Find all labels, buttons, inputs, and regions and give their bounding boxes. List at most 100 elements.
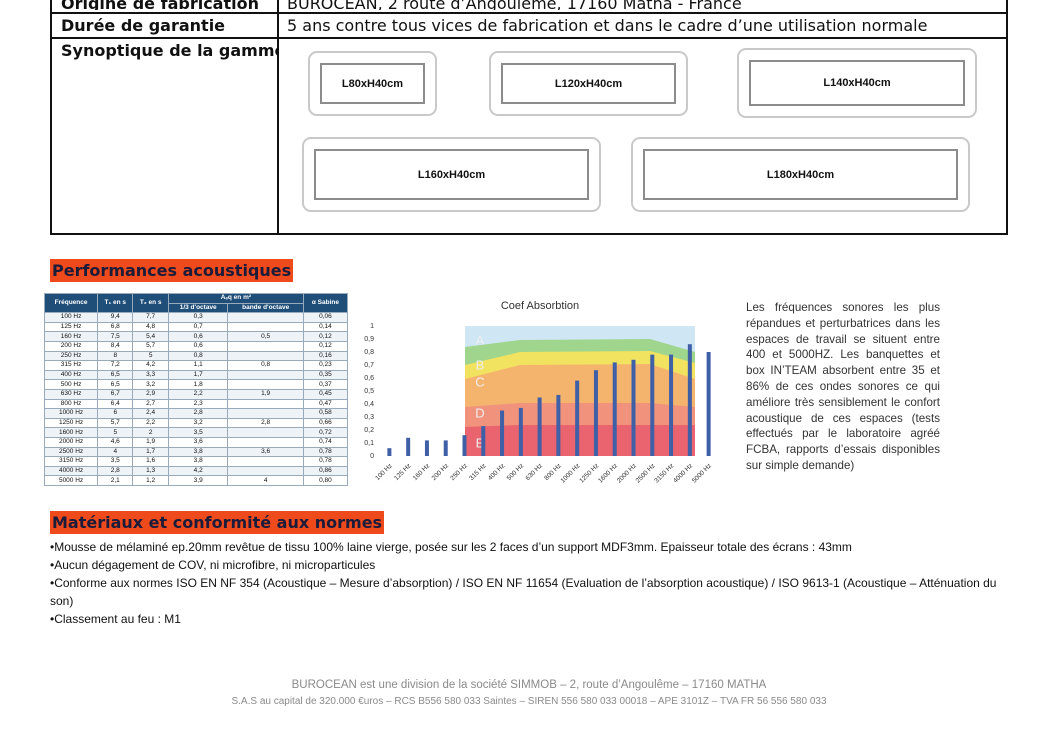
table-cell: 0,78 [302, 446, 349, 458]
model-label: L120xH40cm [501, 63, 676, 104]
table-cell: 0,74 [302, 436, 349, 448]
table-cell [227, 312, 304, 323]
table-row: 400 Hz 6,5 3,3 1,7 0,35 [43, 369, 349, 381]
chart: Coef Absorbtion ABC DE 0 0,1 0,2 0,3 0,4 0,5 0,6… [364, 300, 713, 485]
table-cell: 6,5 [97, 379, 134, 390]
table-cell: 5,4 [132, 331, 169, 342]
table-cell [227, 436, 304, 448]
bar [518, 407, 523, 456]
table-row: 160 Hz 7,5 5,4 0,6 0,5 0,12 [43, 331, 349, 342]
table-cell: 2,7 [132, 398, 169, 410]
x-tick-label: 500 Hz [506, 462, 526, 482]
bar [631, 359, 636, 456]
y-tick-label: 0,5 [364, 388, 374, 395]
table-cell: 0,23 [302, 360, 349, 371]
table-cell: 7,7 [132, 312, 169, 323]
table-row: 315 Hz 7,2 4,2 1,1 0,8 0,23 [43, 360, 349, 371]
table-cell: 0,80 [302, 475, 349, 486]
table-cell: 3150 Hz [43, 456, 99, 467]
model-label: L140xH40cm [749, 60, 965, 106]
table-cell: 3,8 [167, 456, 229, 467]
x-tick-label: 2500 Hz [635, 462, 657, 484]
table-row: 250 Hz 8 5 0,8 0,16 [43, 350, 349, 362]
table-cell: 400 Hz [43, 369, 99, 381]
table-cell: Durée de garantie [50, 12, 279, 39]
bar [481, 426, 486, 456]
model-label: L80xH40cm [320, 63, 425, 104]
table-cell: 4000 Hz [43, 465, 99, 477]
table-cell [227, 465, 304, 477]
table-cell: 125 Hz [43, 321, 99, 333]
model-box: L120xH40cm [489, 51, 688, 116]
x-tick-label: 1000 Hz [560, 462, 582, 484]
table-cell: 0,35 [302, 369, 349, 381]
table-row: 1250 Hz 5,7 2,2 3,2 2,8 0,66 [43, 417, 349, 429]
table-cell: 4,2 [132, 360, 169, 371]
x-tick-label: 3150 Hz [653, 462, 675, 484]
y-tick-label: 0,2 [364, 427, 374, 434]
table-cell [227, 379, 304, 390]
section-heading: Matériaux et conformité aux normes [50, 511, 385, 534]
table-cell [227, 456, 304, 467]
bar [706, 352, 711, 456]
bar [537, 397, 542, 456]
list-item: Conforme aux normes ISO EN NF 354 (Acous… [50, 574, 1000, 610]
table-cell: 3,2 [132, 379, 169, 390]
x-tick-label: 2000 Hz [616, 462, 638, 484]
table-cell: 0,66 [302, 417, 349, 429]
table-cell: 1000 Hz [43, 408, 99, 419]
table-cell: 0,8 [167, 350, 229, 362]
table-cell [227, 340, 304, 352]
table-cell: 0,5 [227, 331, 304, 342]
table-cell: Synoptique de la gamme [50, 37, 279, 235]
table-cell [227, 408, 304, 419]
y-tick-label: 0,9 [364, 336, 374, 343]
table-cell: 3,2 [167, 417, 229, 429]
bar [687, 344, 692, 456]
table-row: 1600 Hz 5 2 3,5 0,72 [43, 427, 349, 438]
table-cell: 4 [97, 446, 134, 458]
table-row: 5000 Hz 2,1 1,2 3,9 4 0,80 [43, 475, 349, 486]
x-tick-label: 400 Hz [487, 462, 507, 482]
row-label: Durée de garantie [61, 16, 226, 35]
table-cell: 0,78 [302, 456, 349, 467]
table-cell: 500 Hz [43, 379, 99, 390]
column-header: T₁ en s [97, 292, 134, 314]
table-cell: 3,5 [97, 456, 134, 467]
footer-line: BUROCEAN est une division de la société … [291, 679, 767, 691]
table-cell: 1,9 [132, 436, 169, 448]
table-cell: 7,5 [97, 331, 134, 342]
table-cell: 1,2 [132, 475, 169, 486]
description: Les fréquences sonores les plus répandue… [746, 301, 940, 472]
table-cell: 6 [97, 408, 134, 419]
table-cell: 6,7 [97, 388, 134, 400]
table-cell: 5 [132, 350, 169, 362]
y-tick-label: 0 [370, 453, 374, 460]
table-cell: 1600 Hz [43, 427, 99, 438]
bar [650, 354, 655, 456]
table-cell: 0,6 [167, 340, 229, 352]
model-label: L160xH40cm [314, 149, 589, 200]
table-cell: 6,4 [97, 398, 134, 410]
x-tick-label: 250 Hz [449, 462, 469, 482]
table-cell: 2,8 [97, 465, 134, 477]
table-cell [227, 398, 304, 410]
table-cell: 0,12 [302, 340, 349, 352]
list-item: Aucun dégagement de COV, ni microfibre, … [50, 556, 1000, 574]
x-tick-label: 160 Hz [412, 462, 432, 482]
y-tick-label: 0,1 [364, 440, 374, 447]
column-header: α Sabine [302, 292, 349, 314]
table-cell: 2,2 [132, 417, 169, 429]
model-label: L180xH40cm [643, 149, 958, 200]
table-row: 1000 Hz 6 2,4 2,8 0,58 [43, 408, 349, 419]
table-cell: 250 Hz [43, 350, 99, 362]
header-row: Fréquence T₁ en s T₂ en s Aₑq en m² α Sabine [43, 292, 349, 314]
table-cell: 3,3 [132, 369, 169, 381]
table-cell: 2,8 [167, 408, 229, 419]
x-tick-label: 125 Hz [393, 462, 413, 482]
x-tick-label: 630 Hz [525, 462, 545, 482]
table-cell: 3,9 [167, 475, 229, 486]
table-cell: 0,45 [302, 388, 349, 400]
list-item: Classement au feu : M1 [50, 610, 1000, 628]
y-tick-label: 1 [370, 323, 374, 330]
